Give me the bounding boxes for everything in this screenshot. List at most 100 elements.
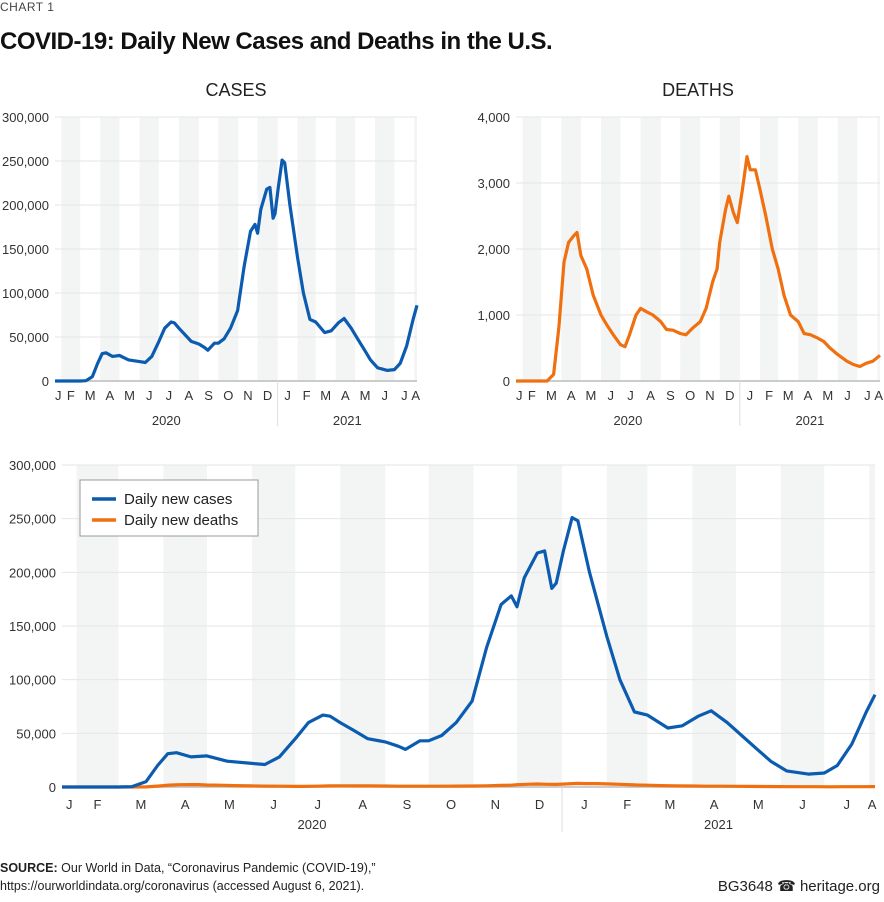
x-tick-label: M: [783, 388, 794, 403]
x-tick-label: A: [185, 388, 194, 403]
report-code: BG3648: [717, 878, 773, 895]
x-tick-label: S: [403, 797, 412, 812]
y-tick-label: 50,000: [9, 330, 49, 345]
y-tick-label: 300,000: [9, 458, 56, 473]
x-tick-label: J: [401, 388, 408, 403]
x-tick-label: F: [528, 388, 536, 403]
year-label: 2021: [704, 817, 733, 832]
x-tick-label: M: [320, 388, 331, 403]
x-tick-label: A: [804, 388, 813, 403]
year-label: 2020: [613, 413, 642, 428]
footer-brand: BG3648 ☎ heritage.org: [718, 877, 880, 895]
x-tick-label: J: [627, 388, 634, 403]
source-line2: https://ourworldindata.org/coronavirus (…: [0, 879, 365, 893]
x-tick-label: J: [581, 797, 588, 812]
chart-kicker: CHART 1: [0, 0, 55, 14]
chart-subtitle: DEATHS: [662, 80, 734, 100]
x-tick-label: J: [284, 388, 291, 403]
x-tick-label: F: [67, 388, 75, 403]
x-tick-label: J: [843, 797, 850, 812]
x-tick-label: J: [55, 388, 62, 403]
legend-entry: Daily new cases: [124, 491, 232, 508]
cases-line: [55, 158, 419, 383]
x-tick-label: M: [586, 388, 597, 403]
x-tick-label: F: [623, 797, 631, 812]
x-tick-label: M: [753, 797, 764, 812]
x-tick-label: N: [491, 797, 500, 812]
x-tick-label: J: [381, 388, 388, 403]
y-tick-label: 200,000: [2, 198, 49, 213]
liberty-bell-icon: ☎: [777, 878, 796, 895]
y-tick-label: 50,000: [16, 726, 56, 741]
source-note: SOURCE: Our World in Data, “Coronavirus …: [0, 859, 376, 895]
x-tick-label: A: [341, 388, 350, 403]
x-tick-label: M: [665, 797, 676, 812]
legend: [79, 479, 259, 537]
x-tick-label: J: [864, 388, 871, 403]
y-tick-label: 100,000: [9, 673, 56, 688]
x-tick-label: N: [243, 388, 252, 403]
y-tick-label: 150,000: [2, 242, 49, 257]
y-tick-label: 250,000: [2, 154, 49, 169]
x-tick-label: A: [106, 388, 115, 403]
x-tick-label: S: [666, 388, 675, 403]
x-tick-label: J: [166, 388, 173, 403]
x-tick-label: M: [85, 388, 96, 403]
x-tick-label: M: [546, 388, 557, 403]
legend-entry: Daily new deaths: [124, 512, 238, 529]
x-tick-label: M: [360, 388, 371, 403]
source-line1: Our World in Data, “Coronavirus Pandemic…: [61, 861, 376, 875]
x-tick-label: J: [844, 388, 851, 403]
year-label: 2021: [333, 413, 362, 428]
y-tick-label: 200,000: [9, 565, 56, 580]
deaths-line: [516, 155, 882, 383]
x-tick-label: J: [516, 388, 523, 403]
y-tick-label: 0: [42, 374, 49, 389]
cases-line: [62, 515, 877, 789]
x-tick-label: A: [411, 388, 420, 403]
year-label: 2020: [152, 413, 181, 428]
x-tick-label: M: [224, 797, 235, 812]
x-tick-label: D: [263, 388, 272, 403]
x-tick-label: J: [66, 797, 73, 812]
chart-title: COVID-19: Daily New Cases and Deaths in …: [0, 28, 553, 55]
y-tick-label: 3,000: [477, 176, 510, 191]
x-tick-label: A: [874, 388, 883, 403]
x-tick-label: F: [765, 388, 773, 403]
source-label: SOURCE:: [0, 861, 58, 875]
x-tick-label: F: [303, 388, 311, 403]
x-tick-label: O: [223, 388, 233, 403]
x-tick-label: A: [646, 388, 655, 403]
y-tick-label: 0: [503, 374, 510, 389]
x-tick-label: O: [685, 388, 695, 403]
x-tick-label: J: [270, 797, 277, 812]
x-tick-label: J: [315, 797, 322, 812]
x-tick-label: N: [705, 388, 714, 403]
y-tick-label: 250,000: [9, 512, 56, 527]
x-tick-label: O: [446, 797, 456, 812]
y-tick-label: 150,000: [9, 619, 56, 634]
x-tick-label: J: [146, 388, 153, 403]
year-label: 2021: [795, 413, 824, 428]
x-tick-label: A: [567, 388, 576, 403]
y-tick-label: 2,000: [477, 242, 510, 257]
x-tick-label: M: [124, 388, 135, 403]
x-tick-label: A: [868, 797, 877, 812]
x-tick-label: F: [94, 797, 102, 812]
chart-subtitle: CASES: [205, 80, 266, 100]
x-tick-label: D: [725, 388, 734, 403]
y-tick-label: 0: [49, 780, 56, 795]
x-tick-label: A: [181, 797, 190, 812]
y-tick-label: 4,000: [477, 110, 510, 125]
site-name: heritage.org: [799, 878, 880, 895]
x-tick-label: J: [747, 388, 754, 403]
x-tick-label: J: [607, 388, 614, 403]
y-tick-label: 300,000: [2, 110, 49, 125]
x-tick-label: M: [822, 388, 833, 403]
x-tick-label: M: [136, 797, 147, 812]
y-tick-label: 1,000: [477, 308, 510, 323]
x-tick-label: A: [358, 797, 367, 812]
year-label: 2020: [298, 817, 327, 832]
